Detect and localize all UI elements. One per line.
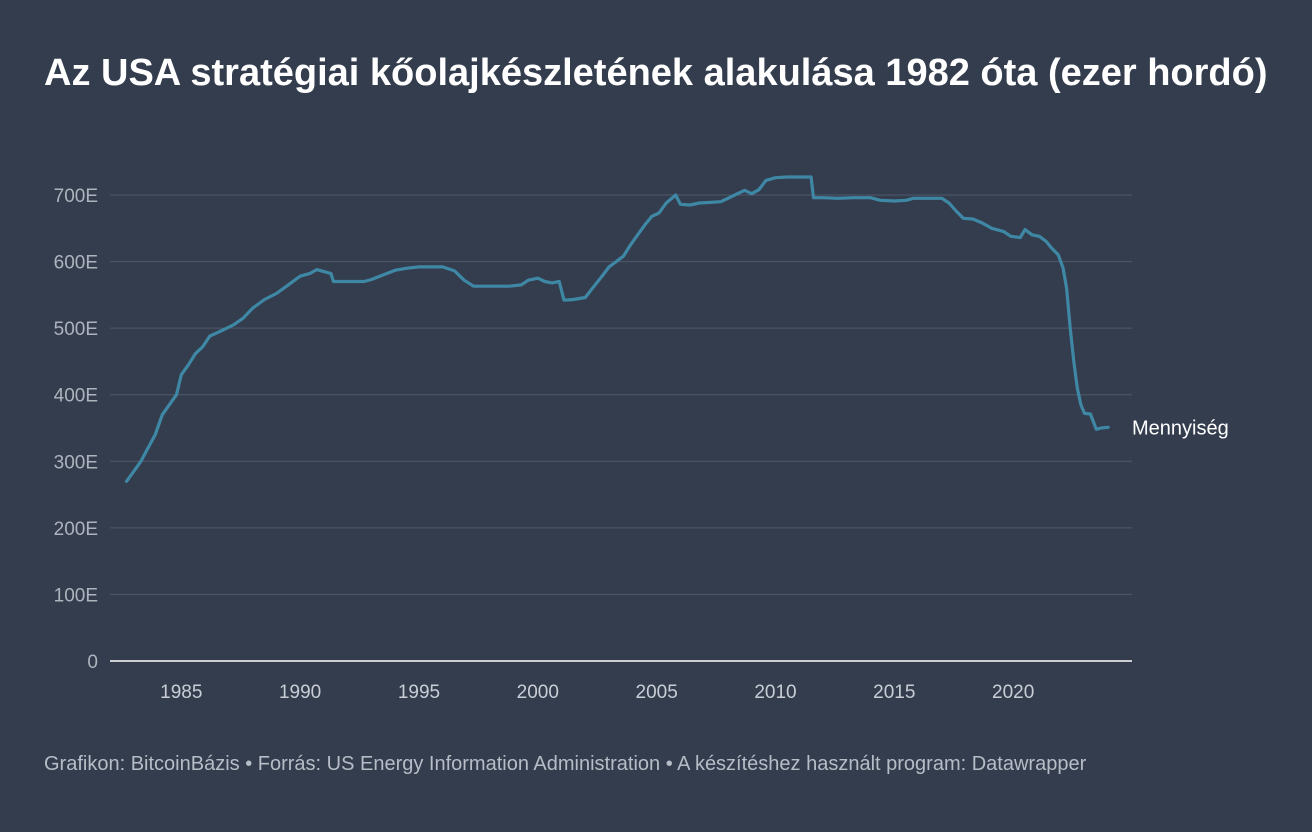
x-tick-label: 2020 xyxy=(992,682,1034,703)
chart-title: Az USA stratégiai kőolajkészletének alak… xyxy=(44,52,1268,94)
y-tick-label: 700E xyxy=(54,186,98,207)
y-tick-label: 0 xyxy=(87,652,98,673)
x-tick-label: 1995 xyxy=(398,682,440,703)
series-layer: Mennyiség xyxy=(125,175,1229,483)
x-tick-label: 2010 xyxy=(754,682,796,703)
y-tick-label: 600E xyxy=(54,253,98,274)
y-axis-ticks: 0 100E 200E 300E 400E 500E 600E 700E xyxy=(54,186,98,673)
y-tick-label: 400E xyxy=(54,386,98,407)
series-label: Mennyiség xyxy=(1132,417,1229,439)
grid-lines xyxy=(110,194,1132,595)
y-tick-label: 200E xyxy=(54,519,98,540)
series-line xyxy=(125,175,1110,483)
y-tick-label: 300E xyxy=(54,452,98,473)
x-tick-label: 2000 xyxy=(517,682,559,703)
chart-footer: Grafikon: BitcoinBázis • Forrás: US Ener… xyxy=(44,753,1087,775)
y-tick-label: 100E xyxy=(54,585,98,606)
x-tick-label: 1985 xyxy=(160,682,202,703)
x-tick-label: 2015 xyxy=(873,682,915,703)
x-tick-label: 1990 xyxy=(279,682,321,703)
x-axis-ticks: 1985 1990 1995 2000 2005 2010 2015 2020 xyxy=(160,682,1034,703)
x-tick-label: 2005 xyxy=(636,682,678,703)
y-tick-label: 500E xyxy=(54,319,98,340)
